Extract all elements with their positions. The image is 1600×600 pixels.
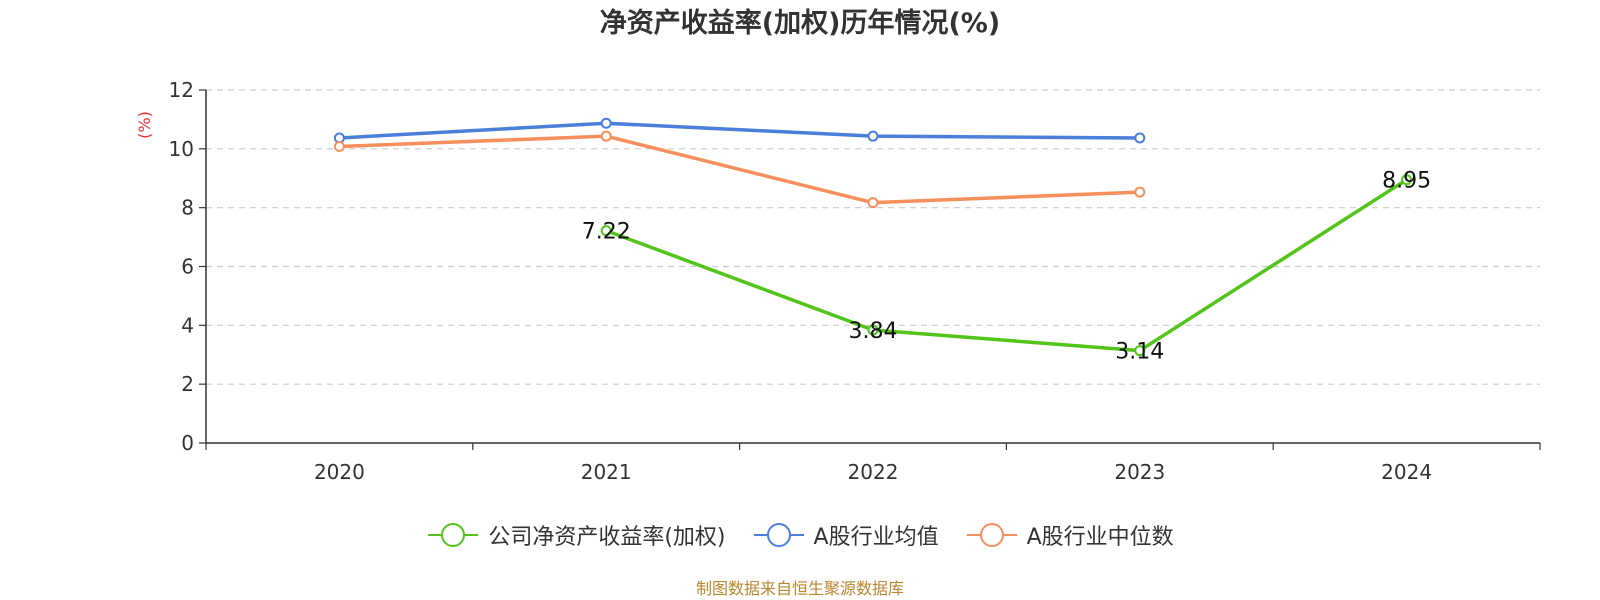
y-tick-label: 4 (181, 313, 194, 337)
y-axis-label: (%) (135, 111, 154, 139)
series-line-industry-mean (337, 121, 1142, 140)
y-tick-label: 10 (169, 137, 194, 161)
data-label: 3.14 (1115, 340, 1164, 365)
y-tick-label: 0 (181, 431, 194, 455)
data-label: 3.84 (849, 319, 898, 344)
legend-label-company-roe: 公司净资产收益率(加权) (488, 525, 726, 550)
data-label: 8.95 (1382, 169, 1431, 194)
y-tick-label: 2 (181, 372, 194, 396)
chart-title: 净资产收益率(加权)历年情况(%) (599, 8, 1001, 39)
data-point[interactable] (1134, 345, 1146, 357)
data-point[interactable] (333, 140, 345, 152)
x-tick-label: 2024 (1381, 460, 1432, 484)
data-point[interactable] (867, 130, 879, 142)
legend: 公司净资产收益率(加权) A股行业均值 A股行业中位数 (0, 519, 1600, 551)
legend-label-industry-mean: A股行业均值 (813, 525, 939, 550)
data-point[interactable] (600, 117, 612, 129)
data-point[interactable] (1134, 186, 1146, 198)
y-tick-label: 6 (181, 255, 194, 279)
legend-swatch-industry-median (966, 523, 1017, 547)
y-tick-label: 12 (169, 78, 194, 102)
series-line-industry-median (337, 134, 1142, 205)
legend-swatch-company-roe (428, 523, 479, 547)
data-point[interactable] (1134, 132, 1146, 144)
x-tick-label: 2022 (848, 460, 899, 484)
data-point[interactable] (867, 197, 879, 209)
data-point[interactable] (600, 130, 612, 142)
data-label: 7.22 (582, 220, 631, 245)
legend-label-industry-median: A股行业中位数 (1026, 525, 1174, 550)
y-tick-label: 8 (181, 196, 194, 220)
x-tick-label: 2023 (1114, 460, 1165, 484)
data-point[interactable] (600, 225, 612, 237)
series-line-company-roe (604, 177, 1409, 353)
x-tick-label: 2021 (581, 460, 632, 484)
legend-swatch-industry-mean (753, 523, 804, 547)
data-point[interactable] (1401, 174, 1413, 186)
source-note: 制图数据来自恒生聚源数据库 (695, 579, 904, 598)
legend-item-company-roe[interactable]: 公司净资产收益率(加权) (426, 519, 726, 551)
data-point[interactable] (867, 324, 879, 336)
legend-item-industry-mean[interactable]: A股行业均值 (752, 519, 939, 551)
x-tick-label: 2020 (314, 460, 365, 484)
legend-item-industry-median[interactable]: A股行业中位数 (965, 519, 1174, 551)
